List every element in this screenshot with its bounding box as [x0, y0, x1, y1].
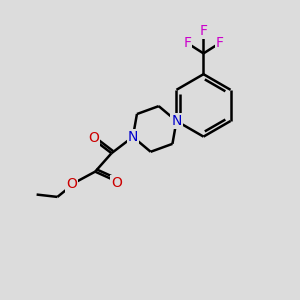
Text: F: F: [183, 36, 191, 50]
Text: F: F: [200, 23, 208, 38]
Text: O: O: [111, 176, 122, 190]
Text: F: F: [216, 36, 224, 50]
Text: N: N: [128, 130, 138, 144]
Text: O: O: [88, 131, 99, 146]
Text: O: O: [66, 177, 77, 191]
Text: N: N: [171, 114, 182, 128]
